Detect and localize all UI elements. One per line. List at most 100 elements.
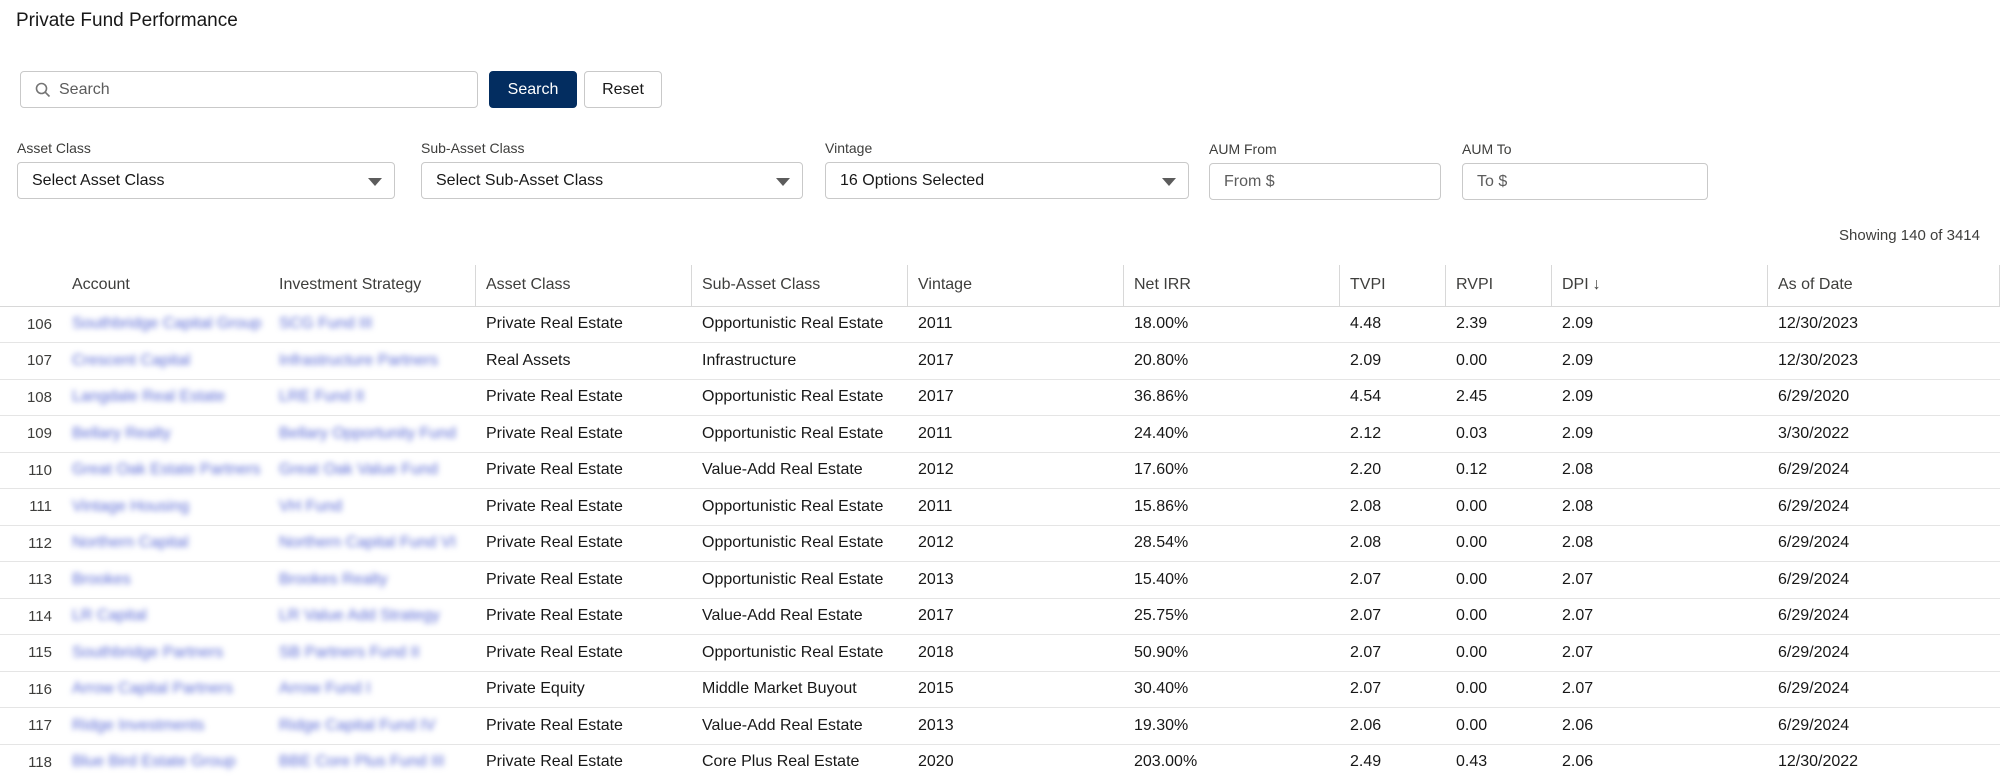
header-tvpi[interactable]: TVPI xyxy=(1340,265,1446,307)
table-row[interactable]: 117 Ridge Investments Ridge Capital Fund I… xyxy=(0,707,2000,745)
search-button[interactable]: Search xyxy=(489,71,577,108)
strategy-link: Arrow Fund I xyxy=(269,671,476,708)
strategy-link-text[interactable]: LRE Fund II xyxy=(279,388,365,406)
table-row[interactable]: 110 Great Oak Estate Partners Great Oak Va… xyxy=(0,452,2000,489)
table-row[interactable]: 116 Arrow Capital Partners Arrow Fund I Pri… xyxy=(0,671,2000,708)
account-link-text[interactable]: Langdale Real Estate xyxy=(72,388,225,406)
account-link-text[interactable]: Vintage Housing xyxy=(72,497,190,515)
as-of-date-cell: 6/29/2024 xyxy=(1768,488,2000,526)
fund-performance-table: Account Investment Strategy Asset Class … xyxy=(0,265,2000,780)
asset-class-cell: Private Equity xyxy=(476,671,692,708)
header-sub-asset-class[interactable]: Sub-Asset Class xyxy=(692,265,908,307)
search-input[interactable] xyxy=(59,72,469,107)
strategy-link-text[interactable]: Northern Capital Fund VI xyxy=(279,534,456,552)
header-account[interactable]: Account xyxy=(62,265,269,307)
dpi-cell: 2.08 xyxy=(1552,525,1768,562)
row-number: 112 xyxy=(0,525,62,562)
vintage-value: 16 Options Selected xyxy=(840,172,985,189)
aum-to-input[interactable] xyxy=(1463,164,1707,199)
account-link-text[interactable]: Great Oak Estate Partners xyxy=(72,461,261,479)
sub-asset-class-cell: Opportunistic Real Estate xyxy=(692,634,908,672)
account-link: Ridge Investments xyxy=(62,707,269,745)
header-dpi[interactable]: DPI ↓ xyxy=(1552,265,1768,307)
account-link: Langdale Real Estate xyxy=(62,379,269,416)
header-investment-strategy[interactable]: Investment Strategy xyxy=(269,265,476,307)
aum-to-label: AUM To xyxy=(1462,141,1512,157)
aum-from-field[interactable] xyxy=(1209,163,1441,200)
table-row[interactable]: 115 Southbridge Partners SB Partners Fund … xyxy=(0,634,2000,672)
row-number: 118 xyxy=(0,744,62,780)
account-link-text[interactable]: Southbridge Partners xyxy=(72,643,224,661)
strategy-link-text[interactable]: Great Oak Value Fund xyxy=(279,461,438,479)
asset-class-select[interactable]: Select Asset Class xyxy=(17,162,395,199)
strategy-link-text[interactable]: Brookes Realty xyxy=(279,570,388,588)
strategy-link-text[interactable]: Ridge Capital Fund IV xyxy=(279,716,436,734)
account-link-text[interactable]: Crescent Capital xyxy=(72,351,191,369)
page-title: Private Fund Performance xyxy=(16,10,238,31)
dpi-cell: 2.07 xyxy=(1552,634,1768,672)
sub-asset-class-cell: Opportunistic Real Estate xyxy=(692,561,908,599)
account-link-text[interactable]: Northern Capital xyxy=(72,534,189,552)
asset-class-cell: Private Real Estate xyxy=(476,306,692,343)
strategy-link: SB Partners Fund II xyxy=(269,634,476,672)
account-link: Brookes xyxy=(62,561,269,599)
strategy-link-text[interactable]: VH Fund xyxy=(279,497,343,515)
net-irr-cell: 50.90% xyxy=(1124,634,1340,672)
net-irr-cell: 19.30% xyxy=(1124,707,1340,745)
header-net-irr[interactable]: Net IRR xyxy=(1124,265,1340,307)
rvpi-cell: 0.00 xyxy=(1446,561,1552,599)
account-link-text[interactable]: Brookes xyxy=(72,570,131,588)
table-row[interactable]: 106 Southbridge Capital Group SCG Fund III… xyxy=(0,306,2000,343)
tvpi-cell: 2.07 xyxy=(1340,561,1446,599)
strategy-link-text[interactable]: Infrastructure Partners xyxy=(279,351,439,369)
account-link-text[interactable]: LR Capital xyxy=(72,607,147,625)
aum-from-input[interactable] xyxy=(1210,164,1440,199)
rvpi-cell: 0.00 xyxy=(1446,707,1552,745)
rvpi-cell: 2.39 xyxy=(1446,306,1552,343)
table-row[interactable]: 112 Northern Capital Northern Capital Fund… xyxy=(0,525,2000,562)
strategy-link-text[interactable]: SCG Fund III xyxy=(279,315,373,333)
strategy-link-text[interactable]: LR Value Add Strategy xyxy=(279,607,440,625)
header-rvpi[interactable]: RVPI xyxy=(1446,265,1552,307)
header-vintage[interactable]: Vintage xyxy=(908,265,1124,307)
sub-asset-class-select[interactable]: Select Sub-Asset Class xyxy=(421,162,803,199)
rvpi-cell: 0.00 xyxy=(1446,598,1552,635)
table-row[interactable]: 109 Bellary Realty Bellary Opportunity Fun… xyxy=(0,415,2000,453)
row-number: 117 xyxy=(0,707,62,745)
asset-class-cell: Private Real Estate xyxy=(476,598,692,635)
as-of-date-cell: 6/29/2024 xyxy=(1768,671,2000,708)
dpi-cell: 2.07 xyxy=(1552,671,1768,708)
header-asset-class[interactable]: Asset Class xyxy=(476,265,692,307)
account-link-text[interactable]: Bellary Realty xyxy=(72,424,171,442)
table-row[interactable]: 114 LR Capital LR Value Add Strategy Privat… xyxy=(0,598,2000,635)
account-link-text[interactable]: Blue Bird Estate Group xyxy=(72,753,236,771)
account-link: Northern Capital xyxy=(62,525,269,562)
asset-class-cell: Private Real Estate xyxy=(476,488,692,526)
aum-from-label: AUM From xyxy=(1209,141,1277,157)
header-row-number xyxy=(0,265,62,307)
account-link-text[interactable]: Ridge Investments xyxy=(72,716,205,734)
row-number: 108 xyxy=(0,379,62,416)
strategy-link-text[interactable]: BBE Core Plus Fund III xyxy=(279,753,445,771)
strategy-link-text[interactable]: Arrow Fund I xyxy=(279,680,371,698)
strategy-link-text[interactable]: Bellary Opportunity Fund xyxy=(279,424,456,442)
table-row[interactable]: 113 Brookes Brookes Realty Private Real Est… xyxy=(0,561,2000,599)
net-irr-cell: 36.86% xyxy=(1124,379,1340,416)
account-link-text[interactable]: Southbridge Capital Group xyxy=(72,315,262,333)
vintage-select[interactable]: 16 Options Selected xyxy=(825,162,1189,199)
dpi-cell: 2.06 xyxy=(1552,707,1768,745)
reset-button[interactable]: Reset xyxy=(584,71,662,108)
table-row[interactable]: 107 Crescent Capital Infrastructure Partne… xyxy=(0,342,2000,380)
net-irr-cell: 24.40% xyxy=(1124,415,1340,453)
table-row[interactable]: 118 Blue Bird Estate Group BBE Core Plus F… xyxy=(0,744,2000,780)
rvpi-cell: 0.43 xyxy=(1446,744,1552,780)
search-box[interactable] xyxy=(20,71,478,108)
tvpi-cell: 2.08 xyxy=(1340,488,1446,526)
vintage-label: Vintage xyxy=(825,140,873,156)
table-row[interactable]: 111 Vintage Housing VH Fund Private Real Es… xyxy=(0,488,2000,526)
table-row[interactable]: 108 Langdale Real Estate LRE Fund II Privat… xyxy=(0,379,2000,416)
aum-to-field[interactable] xyxy=(1462,163,1708,200)
account-link-text[interactable]: Arrow Capital Partners xyxy=(72,680,233,698)
strategy-link-text[interactable]: SB Partners Fund II xyxy=(279,643,420,661)
header-as-of-date[interactable]: As of Date xyxy=(1768,265,2000,307)
